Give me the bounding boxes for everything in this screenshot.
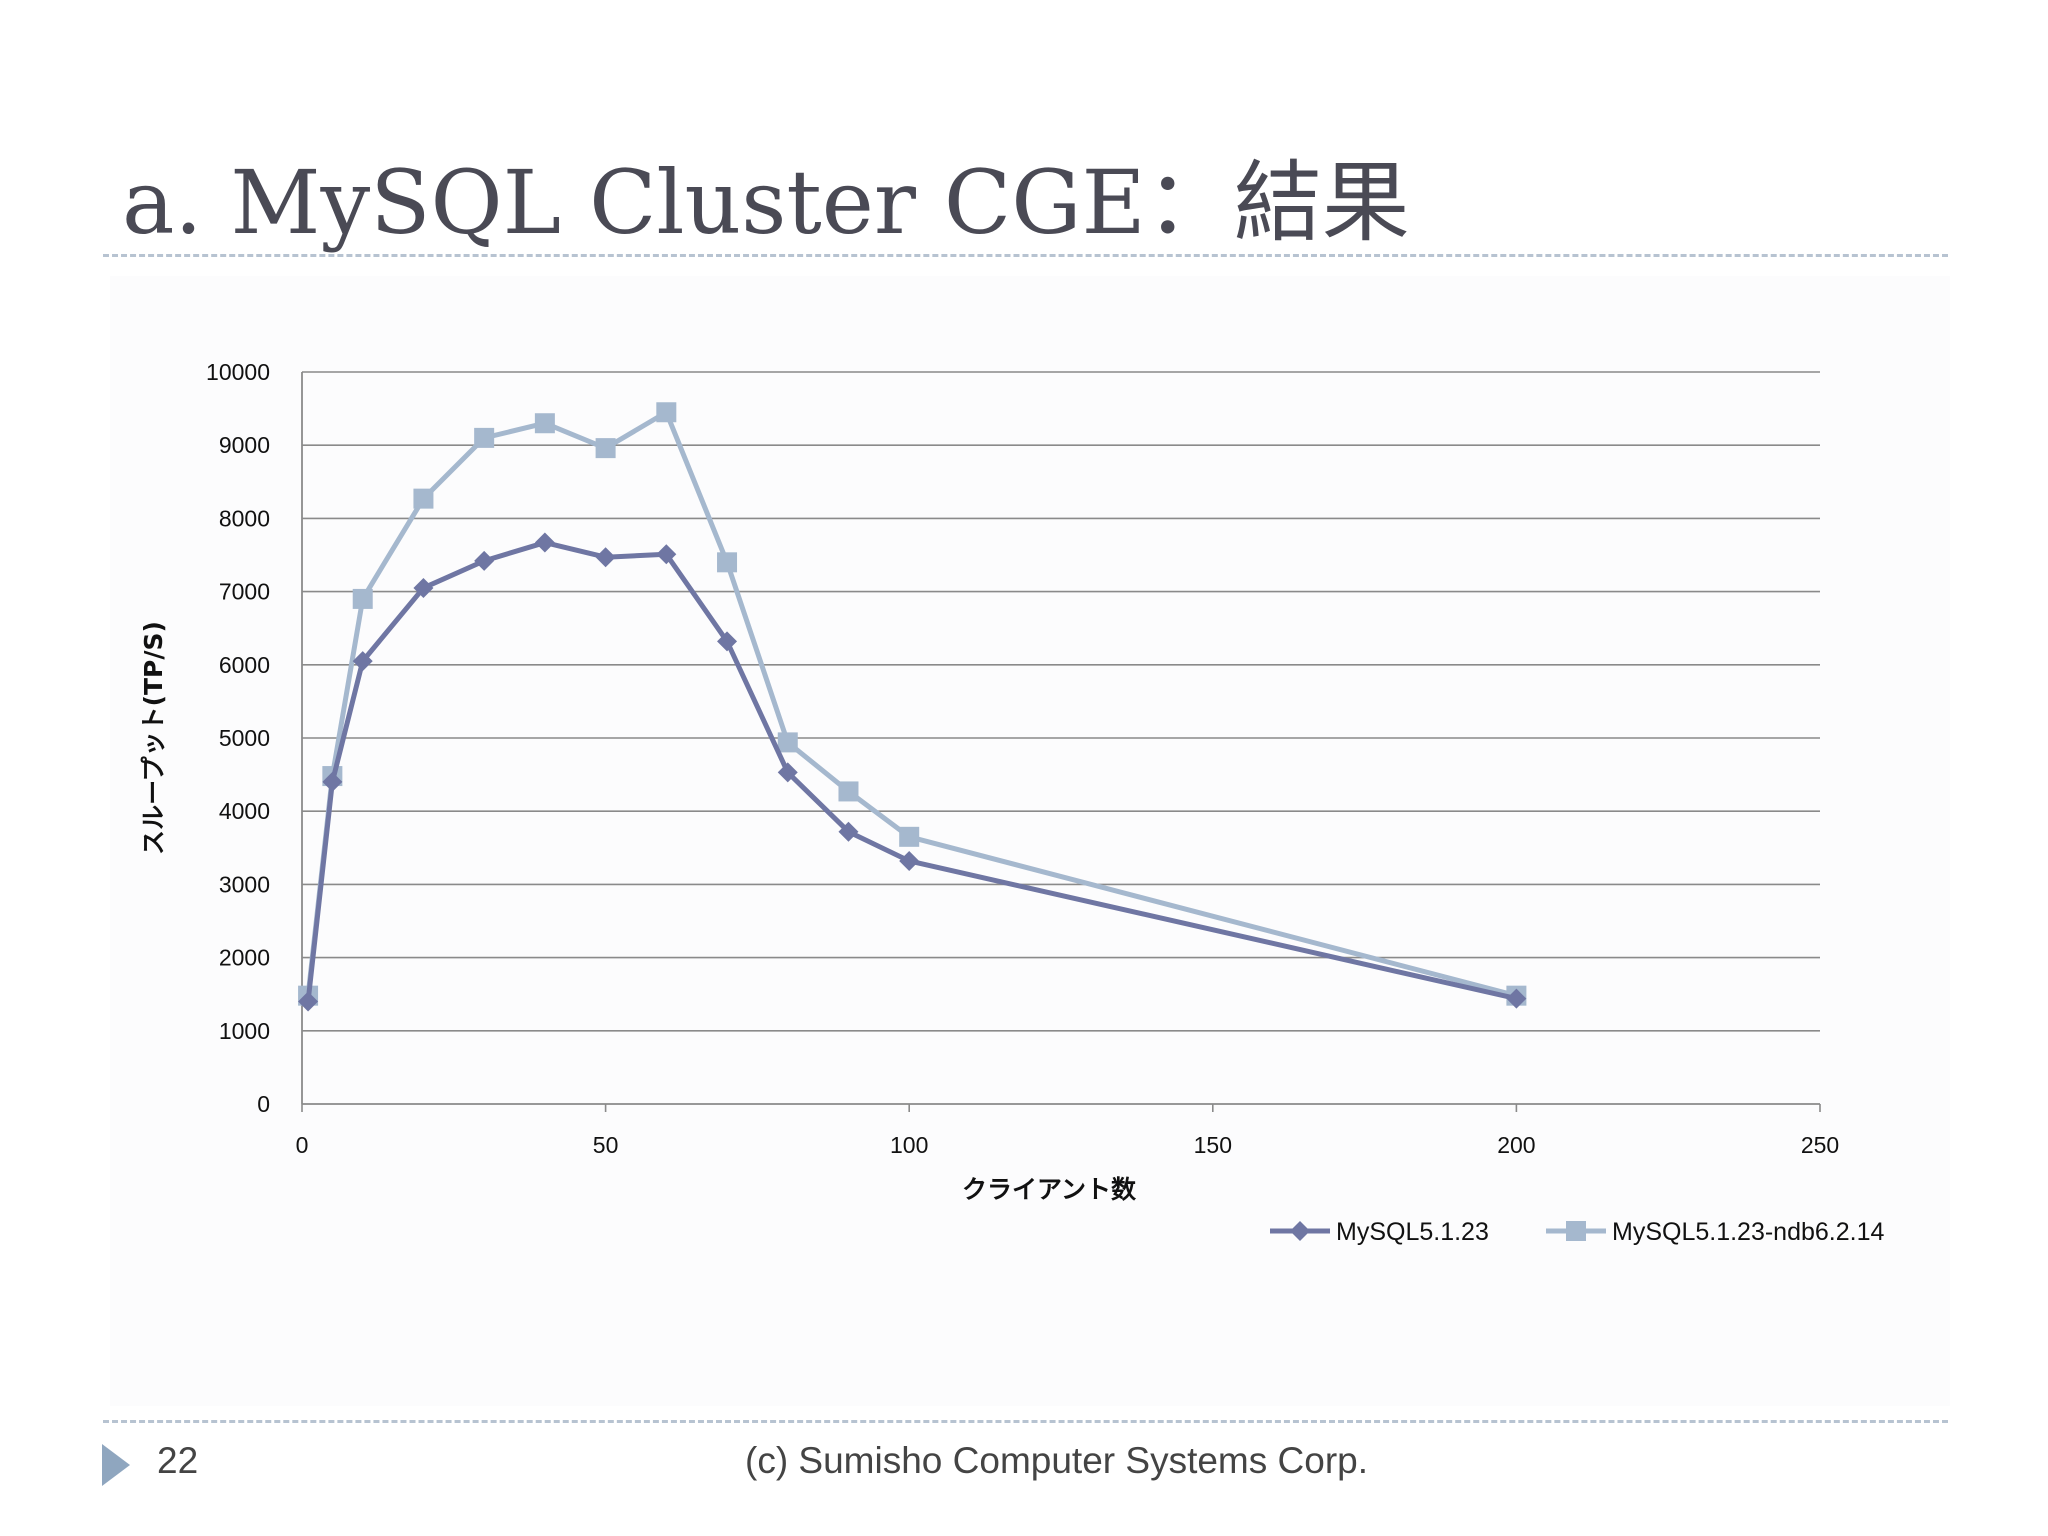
slide-title: a. MySQL Cluster CGE：結果 — [122, 151, 1410, 254]
chart-panel: 0 1000 2000 3000 4000 5000 6000 7000 8000 9000 100… — [110, 276, 1950, 1406]
page-number: 22 — [157, 1440, 199, 1481]
line-chart: 0100020003000400050006000700080009000100… — [139, 359, 1884, 1246]
x-tick-label: 250 — [1801, 1132, 1839, 1158]
data-point — [474, 550, 495, 571]
y-tick-label: 10000 — [206, 359, 270, 385]
data-point — [534, 532, 555, 553]
data-point — [474, 427, 495, 448]
data-point — [352, 651, 373, 672]
data-point — [413, 577, 434, 598]
x-tick-label: 0 — [296, 1132, 309, 1158]
series-line — [305, 409, 1518, 999]
y-axis-title: スループット(TP/S) — [139, 621, 168, 855]
y-tick-label: 9000 — [219, 432, 270, 458]
y-tick-label: 2000 — [219, 945, 270, 971]
data-point — [595, 438, 616, 459]
x-axis-title: クライアント数 — [962, 1175, 1137, 1204]
x-tick-label: 200 — [1497, 1132, 1535, 1158]
axes — [301, 372, 1821, 1112]
data-point — [777, 732, 798, 753]
data-point — [838, 821, 859, 842]
data-point — [352, 588, 373, 609]
y-tick-label: 4000 — [219, 798, 270, 824]
y-tick-label: 3000 — [219, 871, 270, 897]
data-point — [838, 781, 859, 802]
data-point — [298, 991, 319, 1012]
data-point — [777, 762, 798, 783]
triangle-bullet-icon — [102, 1444, 130, 1486]
series-line — [305, 540, 1517, 1002]
data-point — [656, 402, 677, 423]
data-point — [656, 544, 677, 565]
title-divider — [103, 254, 1948, 257]
tick-labels: 0100020003000400050006000700080009000100… — [206, 359, 1839, 1158]
footer-copyright: (c) Sumisho Computer Systems Corp. — [745, 1440, 1369, 1481]
y-tick-label: 8000 — [219, 505, 270, 531]
data-point — [595, 547, 616, 568]
data-point — [322, 771, 343, 792]
data-point — [1506, 988, 1527, 1009]
x-tick-label: 100 — [890, 1132, 928, 1158]
y-tick-label: 1000 — [219, 1018, 270, 1044]
chart-legend: MySQL5.1.23 MySQL5.1.23-ndb6.2.14 — [1270, 1218, 1884, 1246]
data-point — [717, 552, 738, 573]
legend-label-mysql: MySQL5.1.23 — [1336, 1218, 1489, 1246]
legend-label-ndb: MySQL5.1.23-ndb6.2.14 — [1612, 1218, 1884, 1246]
x-tick-label: 150 — [1194, 1132, 1232, 1158]
data-point — [534, 413, 555, 434]
legend-marker-ndb — [1566, 1221, 1586, 1241]
y-tick-label: 6000 — [219, 652, 270, 678]
footer-divider — [103, 1420, 1948, 1423]
series-ndb — [298, 402, 1527, 1006]
legend-marker-shape — [1290, 1221, 1310, 1241]
data-point — [717, 631, 738, 652]
series-mysql — [298, 532, 1527, 1012]
x-tick-label: 50 — [593, 1132, 619, 1158]
y-tick-label: 5000 — [219, 725, 270, 751]
data-point — [899, 826, 920, 847]
legend-marker-shape — [1566, 1221, 1586, 1241]
legend-marker-mysql — [1290, 1221, 1310, 1241]
data-point — [899, 850, 920, 871]
gridlines — [302, 371, 1820, 1032]
y-tick-label: 7000 — [219, 579, 270, 605]
y-tick-label: 0 — [257, 1091, 270, 1117]
data-point — [413, 488, 434, 509]
series-lines — [298, 402, 1527, 1012]
